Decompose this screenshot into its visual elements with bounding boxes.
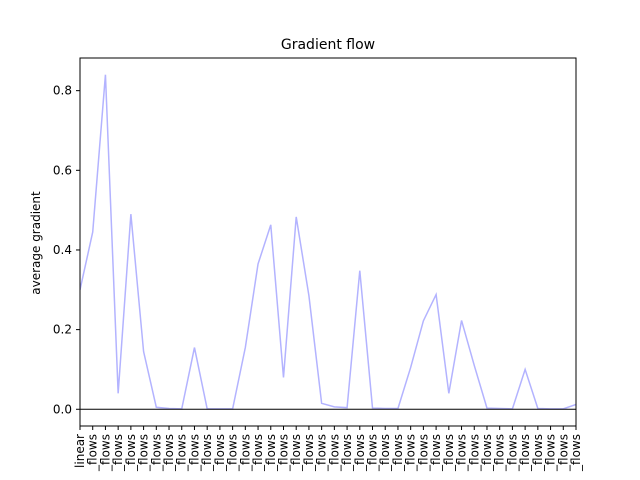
y-tick-label: 0.8: [53, 84, 72, 98]
x-tick-label: _flows: [264, 434, 278, 472]
x-tick-label: _flows: [416, 434, 430, 472]
x-tick-label: _flows: [556, 434, 570, 472]
x-tick-label: _flows: [276, 434, 290, 472]
x-tick-label: _flows: [480, 434, 494, 472]
series-line-0: [80, 74, 576, 410]
x-tick-label: _flows: [162, 434, 176, 472]
x-tick-label: linear: [73, 434, 87, 468]
x-tick-label: _flows: [86, 434, 100, 472]
x-tick-label: _flows: [505, 434, 519, 472]
x-tick-label: _flows: [315, 434, 329, 472]
x-tick-label: _flows: [175, 434, 189, 472]
y-axis-label: average gradient: [29, 191, 43, 295]
y-tick-label: 0.4: [53, 243, 72, 257]
x-tick-label: _flows: [124, 434, 138, 472]
axes-frame: [79, 57, 577, 427]
x-tick-label: _flows: [302, 434, 316, 472]
x-tick-label: _flows: [137, 434, 151, 472]
y-tick-label: 0.6: [53, 163, 72, 177]
x-tick-label: _flows: [518, 434, 532, 472]
x-tick-label: _flows: [251, 434, 265, 472]
x-tick-label: _flows: [98, 434, 112, 472]
plot-area: 0.00.20.40.60.8linear_flows_flows_flows_…: [53, 57, 583, 472]
x-tick-label: _flows: [353, 434, 367, 472]
x-tick-label: _flows: [429, 434, 443, 472]
x-tick-label: _flows: [187, 434, 201, 472]
x-tick-label: _flows: [531, 434, 545, 472]
x-tick-label: _flows: [200, 434, 214, 472]
x-tick-label: _flows: [340, 434, 354, 472]
x-tick-label: _flows: [111, 434, 125, 472]
x-tick-label: _flows: [378, 434, 392, 472]
x-tick-label: _flows: [442, 434, 456, 472]
x-tick-label: _flows: [455, 434, 469, 472]
x-tick-label: _flows: [569, 434, 583, 472]
x-tick-label: _flows: [493, 434, 507, 472]
x-tick-label: _flows: [213, 434, 227, 472]
x-tick-label: _flows: [467, 434, 481, 472]
x-tick-label: _flows: [544, 434, 558, 472]
y-tick-label: 0.0: [53, 402, 72, 416]
x-tick-label: _flows: [238, 434, 252, 472]
y-tick-label: 0.2: [53, 323, 72, 337]
chart-title: Gradient flow: [281, 37, 375, 53]
x-tick-label: _flows: [404, 434, 418, 472]
x-tick-label: _flows: [149, 434, 163, 472]
x-tick-label: _flows: [327, 434, 341, 472]
x-tick-label: _flows: [391, 434, 405, 472]
x-tick-label: _flows: [366, 434, 380, 472]
x-tick-label: _flows: [226, 434, 240, 472]
x-tick-label: _flows: [289, 434, 303, 472]
